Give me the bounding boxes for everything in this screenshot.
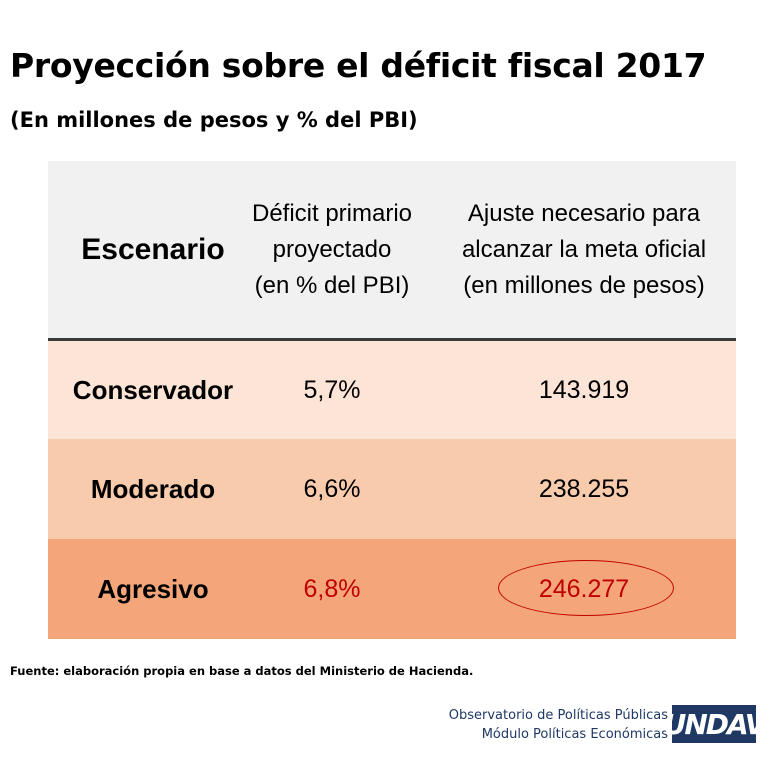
row-ajuste: 238.255 [538, 474, 630, 503]
org-line-1: Observatorio de Políticas Públicas [448, 708, 668, 723]
chart-title: Proyección sobre el déficit fiscal 2017 [10, 46, 707, 85]
table-row: Moderado 6,6% 238.255 [48, 439, 736, 539]
undav-logo: UNDAV [664, 705, 766, 743]
source-note: Fuente: elaboración propia en base a dat… [10, 664, 474, 678]
row-deficit-highlighted: 6,8% [303, 574, 361, 603]
header-ajuste-line-2: alcanzar la meta oficial [461, 235, 707, 263]
header-deficit-line-3: (en % del PBI) [254, 271, 410, 299]
highlight-ellipse [498, 560, 674, 616]
org-credit: Observatorio de Políticas Públicas Módul… [449, 706, 668, 744]
table-row: Agresivo 6,8% 246.277 [48, 539, 736, 639]
header-divider [48, 338, 736, 341]
header-ajuste-line-3: (en millones de pesos) [463, 271, 705, 299]
table-row: Conservador 5,7% 143.919 [48, 341, 736, 439]
chart-subtitle: (En millones de pesos y % del PBI) [10, 108, 418, 132]
org-line-2: Módulo Políticas Económicas [481, 727, 668, 742]
row-deficit: 5,7% [303, 375, 361, 404]
row-escenario: Agresivo [97, 573, 209, 604]
row-ajuste: 143.919 [538, 375, 630, 404]
header-ajuste: Ajuste necesario para alcanzar la meta o… [432, 161, 736, 338]
header-deficit-line-1: Déficit primario [251, 199, 413, 227]
table-header-row: Escenario Déficit primario proyectado (e… [48, 161, 736, 338]
row-deficit: 6,6% [303, 474, 361, 503]
projection-table: Escenario Déficit primario proyectado (e… [48, 161, 736, 639]
header-deficit-line-2: proyectado [272, 235, 392, 263]
header-deficit: Déficit primario proyectado (en % del PB… [232, 161, 432, 338]
header-ajuste-line-1: Ajuste necesario para [467, 199, 701, 227]
row-escenario: Moderado [90, 473, 216, 504]
row-escenario: Conservador [72, 374, 234, 405]
header-escenario: Escenario [81, 232, 225, 266]
